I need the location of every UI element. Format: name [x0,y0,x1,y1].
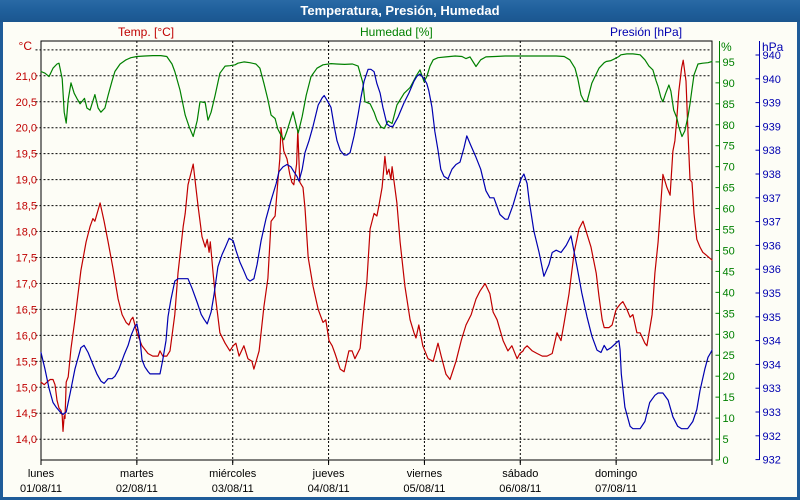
humidity-axis [715,41,720,461]
day-name-label: jueves [312,468,345,480]
chart-title: Temperatura, Presión, Humedad [300,3,500,18]
day-name-label: lunes [28,468,55,480]
day-date-label: 05/08/11 [403,483,445,495]
humidity-tick-label: 75 [723,141,735,153]
pressure-tick-label: 940 [763,50,781,62]
day-date-label: 02/08/11 [116,483,158,495]
day-date-label: 03/08/11 [212,483,254,495]
temp-tick-label: 18,0 [16,227,37,239]
temp-tick-label: 17,0 [16,278,37,290]
temp-tick-label: 16,5 [16,304,37,316]
humidity-tick-label: 5 [723,434,729,446]
humidity-tick-label: 65 [723,183,735,195]
pressure-tick-label: 934 [763,359,781,371]
pressure-tick-label: 937 [763,193,781,205]
humidity-tick-label: 20 [723,371,735,383]
pressure-axis-header: hPa [762,40,784,54]
x-axis [40,460,713,465]
gridlines [35,41,712,465]
day-name-label: miércoles [209,468,257,480]
humidity-tick-label: 55 [723,225,735,237]
day-name-label: martes [120,468,154,480]
temp-series-line [40,59,713,432]
pressure-tick-label: 939 [763,98,781,110]
pressure-tick-label: 934 [763,336,781,348]
humidity-tick-label: 60 [723,204,735,216]
day-name-label: sábado [502,468,538,480]
humidity-tick-label: 85 [723,99,735,111]
title-bar: Temperatura, Presión, Humedad [0,0,800,22]
humidity-axis-header: % [721,40,732,54]
temp-tick-label: 21,0 [16,71,37,83]
temp-tick-label: 14,5 [16,408,37,420]
humidity-tick-label: 90 [723,78,735,90]
pressure-tick-label: 933 [763,383,781,395]
plot-border [40,40,713,461]
humidity-tick-label: 30 [723,329,735,341]
legend-humidity: Humedad [%] [360,25,433,39]
pressure-tick-label: 938 [763,169,781,181]
humidity-tick-label: 40 [723,287,735,299]
temp-tick-label: 18,5 [16,201,37,213]
temp-tick-label: 20,5 [16,97,37,109]
pressure-tick-label: 938 [763,145,781,157]
humidity-tick-label: 35 [723,308,735,320]
day-date-label: 01/08/11 [20,483,62,495]
day-date-label: 04/08/11 [308,483,350,495]
temp-tick-label: 15,0 [16,382,37,394]
pressure-tick-label: 935 [763,312,781,324]
pressure-tick-label: 937 [763,217,781,229]
humidity-tick-label: 0 [723,455,729,467]
temp-tick-label: 19,5 [16,149,37,161]
pressure-tick-label: 933 [763,407,781,419]
day-name-label: domingo [595,468,637,480]
frame-bottom [0,497,800,500]
temp-tick-label: 14,0 [16,434,37,446]
humidity-tick-label: 45 [723,266,735,278]
humidity-tick-label: 15 [723,392,735,404]
pressure-tick-label: 936 [763,240,781,252]
humidity-tick-label: 25 [723,350,735,362]
pressure-tick-label: 932 [763,455,781,467]
humidity-tick-label: 10 [723,413,735,425]
temp-tick-label: 15,5 [16,356,37,368]
temp-tick-label: 17,5 [16,253,37,265]
pressure-tick-label: 932 [763,431,781,443]
frame-left [0,22,3,500]
day-date-label: 07/08/11 [595,483,637,495]
pressure-axis [755,41,760,461]
humidity-tick-label: 70 [723,162,735,174]
humidity-tick-label: 95 [723,57,735,69]
pressure-series-line [40,68,713,430]
day-date-label: 06/08/11 [499,483,541,495]
temp-tick-label: 16,0 [16,330,37,342]
humidity-series-line [40,53,713,141]
temp-tick-label: 20,0 [16,123,37,135]
humidity-tick-label: 50 [723,245,735,257]
day-name-label: viernes [407,468,443,480]
pressure-tick-label: 935 [763,288,781,300]
pressure-tick-label: 939 [763,121,781,133]
temp-axis-header: °C [19,39,33,53]
legend-temperature: Temp. [°C] [118,25,175,39]
pressure-tick-label: 936 [763,264,781,276]
legend-pressure: Presión [hPa] [610,25,683,39]
temp-tick-label: 19,0 [16,175,37,187]
humidity-tick-label: 80 [723,120,735,132]
frame-right [797,22,800,500]
pressure-tick-label: 940 [763,74,781,86]
